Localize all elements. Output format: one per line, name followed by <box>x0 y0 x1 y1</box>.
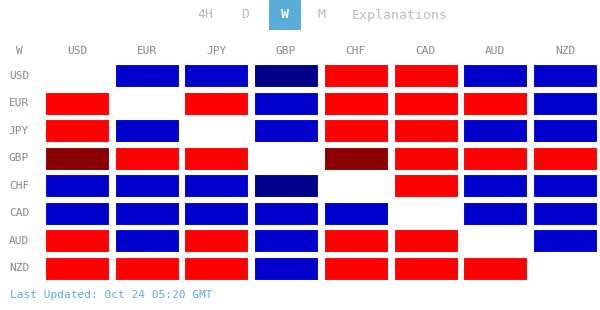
Text: Explanations: Explanations <box>352 8 448 21</box>
Bar <box>463 119 527 142</box>
Text: D: D <box>241 8 249 21</box>
Text: W: W <box>16 46 22 56</box>
Bar <box>115 119 179 142</box>
Text: JPY: JPY <box>206 46 227 56</box>
Bar <box>394 174 458 197</box>
Bar <box>254 202 318 225</box>
Bar <box>184 64 248 87</box>
Bar <box>324 92 388 115</box>
Bar <box>254 92 318 115</box>
Bar <box>394 147 458 170</box>
Bar <box>324 147 388 170</box>
Text: NZD: NZD <box>555 46 575 56</box>
Bar <box>324 64 388 87</box>
Bar <box>45 119 109 142</box>
Bar <box>254 257 318 280</box>
Text: CHF: CHF <box>9 181 29 191</box>
Text: EUR: EUR <box>9 98 29 108</box>
Text: 4H: 4H <box>197 8 213 21</box>
Text: USD: USD <box>9 71 29 81</box>
Text: AUD: AUD <box>9 236 29 246</box>
Text: Last Updated: Oct 24 05:20 GMT: Last Updated: Oct 24 05:20 GMT <box>10 290 212 299</box>
Bar <box>45 92 109 115</box>
Text: JPY: JPY <box>9 126 29 136</box>
Bar <box>394 257 458 280</box>
Bar <box>324 202 388 225</box>
Bar <box>115 229 179 252</box>
Text: GBP: GBP <box>9 153 29 163</box>
Bar <box>463 257 527 280</box>
Bar <box>533 202 597 225</box>
Bar <box>533 174 597 197</box>
Text: AUD: AUD <box>485 46 505 56</box>
Bar <box>533 119 597 142</box>
Bar <box>533 64 597 87</box>
Bar <box>45 257 109 280</box>
Bar <box>45 174 109 197</box>
Bar <box>463 202 527 225</box>
Bar <box>45 147 109 170</box>
Bar <box>184 92 248 115</box>
Bar <box>269 0 301 30</box>
Bar <box>394 64 458 87</box>
Text: M: M <box>318 8 326 21</box>
Text: USD: USD <box>67 46 87 56</box>
Bar <box>254 119 318 142</box>
Text: CHF: CHF <box>346 46 366 56</box>
Bar <box>394 119 458 142</box>
Bar <box>533 147 597 170</box>
Bar <box>463 147 527 170</box>
Text: FX Heat Map: FX Heat Map <box>12 8 100 21</box>
Bar <box>184 147 248 170</box>
Bar <box>324 257 388 280</box>
Bar <box>463 64 527 87</box>
Bar <box>463 174 527 197</box>
Bar <box>115 147 179 170</box>
Bar <box>115 174 179 197</box>
Text: GBP: GBP <box>276 46 296 56</box>
Bar <box>254 64 318 87</box>
Text: CAD: CAD <box>415 46 436 56</box>
Bar <box>324 119 388 142</box>
Text: W: W <box>281 8 289 21</box>
Text: EUR: EUR <box>137 46 157 56</box>
Text: NZD: NZD <box>9 263 29 273</box>
Bar <box>45 202 109 225</box>
Text: CAD: CAD <box>9 208 29 218</box>
Bar <box>115 64 179 87</box>
Bar <box>184 174 248 197</box>
Bar <box>115 202 179 225</box>
Bar <box>463 92 527 115</box>
Bar <box>184 202 248 225</box>
Bar <box>533 229 597 252</box>
Bar <box>184 257 248 280</box>
Bar <box>115 257 179 280</box>
Bar <box>324 229 388 252</box>
Bar <box>394 229 458 252</box>
Bar <box>394 92 458 115</box>
Bar <box>184 229 248 252</box>
Bar <box>254 229 318 252</box>
Bar <box>254 174 318 197</box>
Bar <box>45 229 109 252</box>
Bar <box>533 92 597 115</box>
